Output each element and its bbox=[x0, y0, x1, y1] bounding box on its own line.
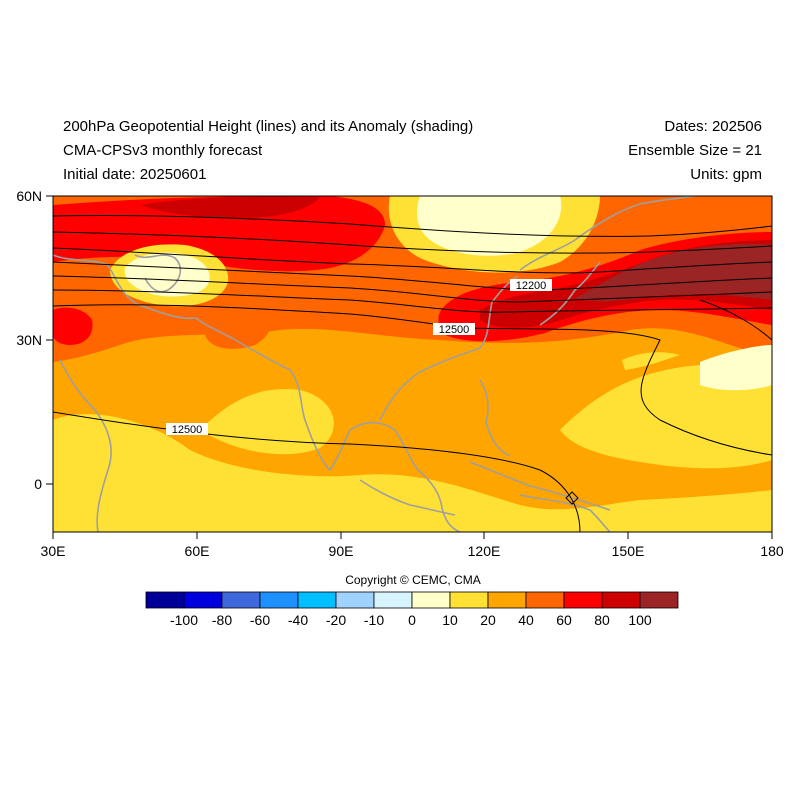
forecast-dates: Dates: 202506 bbox=[664, 118, 762, 135]
lon-label: 180 bbox=[760, 543, 784, 559]
colorbar-box bbox=[487, 591, 527, 609]
colorbar-label: 0 bbox=[408, 612, 416, 628]
colorbar-label: -100 bbox=[169, 612, 199, 628]
colorbar-label: -40 bbox=[287, 612, 309, 628]
map-title: 200hPa Geopotential Height (lines) and i… bbox=[63, 118, 474, 135]
map-frame bbox=[52, 195, 773, 533]
colorbar-label: 20 bbox=[480, 612, 496, 628]
colorbar-box bbox=[259, 591, 299, 609]
colorbar-label: 40 bbox=[518, 612, 534, 628]
colorbar-box bbox=[601, 591, 641, 609]
colorbar-box bbox=[335, 591, 375, 609]
colorbar-box bbox=[145, 591, 185, 609]
colorbar-label: -60 bbox=[249, 612, 271, 628]
lat-label: 60N bbox=[16, 188, 42, 204]
coastlines bbox=[53, 196, 696, 532]
colorbar-box bbox=[449, 591, 489, 609]
colorbar-box bbox=[183, 591, 223, 609]
colorbar-box bbox=[639, 591, 679, 609]
contour-labels: 12200 12500 12500 bbox=[166, 279, 552, 436]
colorbar bbox=[145, 591, 679, 609]
lon-label: 120E bbox=[468, 543, 501, 559]
colorbar-label: -10 bbox=[363, 612, 385, 628]
copyright: Copyright © CEMC, CMA bbox=[345, 573, 481, 587]
lat-labels: 60N 30N 0 bbox=[16, 188, 42, 492]
contour-label: 12500 bbox=[172, 424, 203, 436]
lon-label: 150E bbox=[612, 543, 645, 559]
colorbar-box bbox=[563, 591, 603, 609]
contour-label: 12200 bbox=[516, 280, 547, 292]
axis-ticks bbox=[46, 195, 773, 539]
colorbar-label: -80 bbox=[211, 612, 233, 628]
colorbar-box bbox=[297, 591, 337, 609]
colorbar-label: -20 bbox=[325, 612, 347, 628]
lon-label: 60E bbox=[185, 543, 210, 559]
units: Units: gpm bbox=[690, 166, 762, 183]
colorbar-label: 100 bbox=[628, 612, 652, 628]
model-name: CMA-CPSv3 monthly forecast bbox=[63, 142, 263, 159]
anomaly-shading bbox=[53, 196, 772, 532]
colorbar-box bbox=[221, 591, 261, 609]
height-contours bbox=[53, 214, 772, 532]
ensemble-size: Ensemble Size = 21 bbox=[628, 142, 762, 159]
lat-label: 30N bbox=[16, 332, 42, 348]
colorbar-label: 60 bbox=[556, 612, 572, 628]
contour-label: 12500 bbox=[439, 324, 470, 336]
initial-date: Initial date: 20250601 bbox=[63, 166, 207, 183]
lat-label: 0 bbox=[34, 476, 42, 492]
lon-labels: 30E 60E 90E 120E 150E 180 bbox=[41, 543, 784, 559]
colorbar-box bbox=[373, 591, 413, 609]
colorbar-label: 10 bbox=[442, 612, 458, 628]
colorbar-box bbox=[525, 591, 565, 609]
colorbar-box bbox=[411, 591, 451, 609]
colorbar-label: 80 bbox=[594, 612, 610, 628]
lon-label: 90E bbox=[329, 543, 354, 559]
lon-label: 30E bbox=[41, 543, 66, 559]
